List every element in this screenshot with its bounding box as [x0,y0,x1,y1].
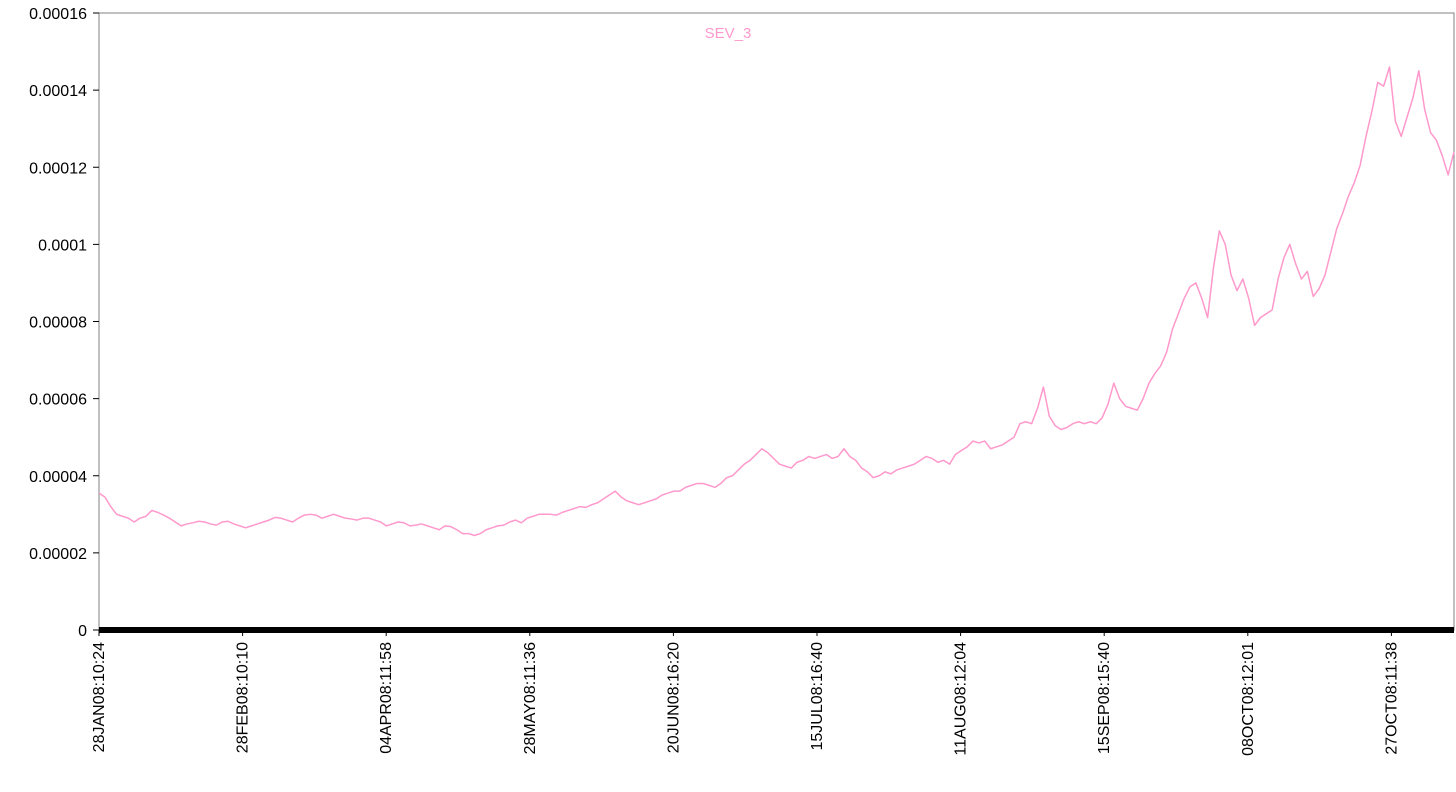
y-tick-label: 0.00012 [29,160,87,177]
y-tick-label: 0.00006 [29,392,87,409]
series-layer [98,66,1455,537]
x-tick-label: 04APR08:11:58 [378,642,395,754]
x-tick-label: 28JAN08:10:24 [91,642,108,752]
x-tick-label: 28FEB08:10:10 [235,642,252,753]
x-tick-label: 08OCT08:12:01 [1240,642,1257,756]
y-tick-label: 0.00004 [29,469,87,486]
y-tick-label: 0.00016 [29,6,87,23]
x-tick-label: 15JUL08:16:40 [809,642,826,751]
y-tick-label: 0.00014 [29,83,87,100]
x-tick-label: 11AUG08:12:04 [953,642,970,756]
y-tick-label: 0 [78,623,87,640]
x-tick-label: 20JUN08:16:20 [665,642,682,753]
y-tick-label: 0.00002 [29,546,87,563]
x-tick-label: 28MAY08:11:36 [522,642,539,754]
y-tick-label: 0.0001 [38,237,87,254]
x-tick-label: 15SEP08:15:40 [1096,642,1113,754]
y-tick-label: 0.00008 [29,315,87,332]
series-title: SEV_3 [705,25,752,42]
x-axis: 28JAN08:10:24 28FEB08:10:10 04APR08:11:58 2… [91,630,1400,756]
y-axis: 0 0.00002 0.00004 0.00006 0.00008 0.0001 0.000… [29,6,99,640]
x-tick-label: 27OCT08:11:38 [1383,642,1400,755]
series-line-SEV_3 [98,66,1455,537]
